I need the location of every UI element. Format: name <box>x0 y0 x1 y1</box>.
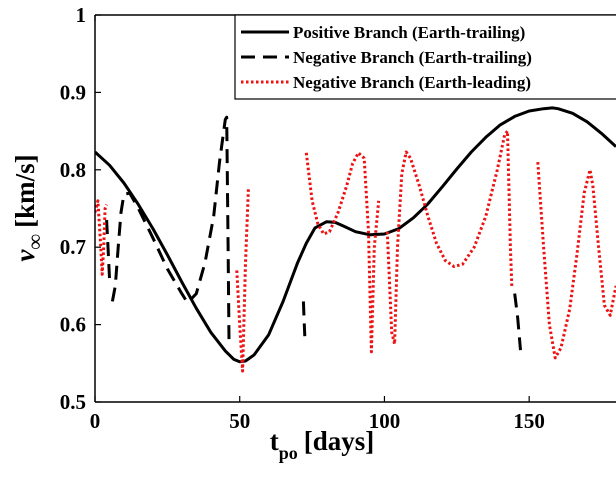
x-tick-label: 150 <box>513 409 545 433</box>
series-2-segment-2 <box>304 151 381 354</box>
y-tick-label: 0.5 <box>60 390 86 414</box>
legend-label-1: Negative Branch (Earth-trailing) <box>293 48 532 67</box>
y-tick-label: 0.9 <box>60 80 86 104</box>
plot-area <box>95 106 616 373</box>
legend-label-0: Positive Branch (Earth-trailing) <box>293 23 525 42</box>
legend-box <box>234 14 616 100</box>
y-axis-title: v∞[km/s] <box>10 154 47 261</box>
x-tick-label: 50 <box>229 409 250 433</box>
series-0-segment-0 <box>95 106 616 364</box>
y-tick-label: 1 <box>76 3 87 27</box>
series-1-segment-3 <box>513 293 522 351</box>
x-tick-label: 100 <box>369 409 401 433</box>
x-tick-label: 0 <box>90 409 101 433</box>
series-1-segment-0 <box>105 220 111 279</box>
series-1-segment-1 <box>110 115 231 341</box>
series-1-segment-2 <box>301 301 307 337</box>
series-2-segment-3 <box>385 129 514 346</box>
y-tick-label: 0.6 <box>60 313 86 337</box>
series-2-segment-4 <box>536 161 616 360</box>
legend: Positive Branch (Earth-trailing) Negative… <box>234 14 616 100</box>
series-2-segment-0 <box>95 199 109 276</box>
series-2-segment-1 <box>235 189 250 373</box>
x-axis-title: tpo [days] <box>270 426 375 463</box>
legend-label-2: Negative Branch (Earth-leading) <box>293 73 531 92</box>
axes: 0 50 100 150 0.5 0.6 0.7 0.8 0.9 1 tpo [days] v∞[km/… <box>10 3 616 463</box>
y-tick-label: 0.7 <box>60 235 86 259</box>
y-tick-label: 0.8 <box>60 158 86 182</box>
